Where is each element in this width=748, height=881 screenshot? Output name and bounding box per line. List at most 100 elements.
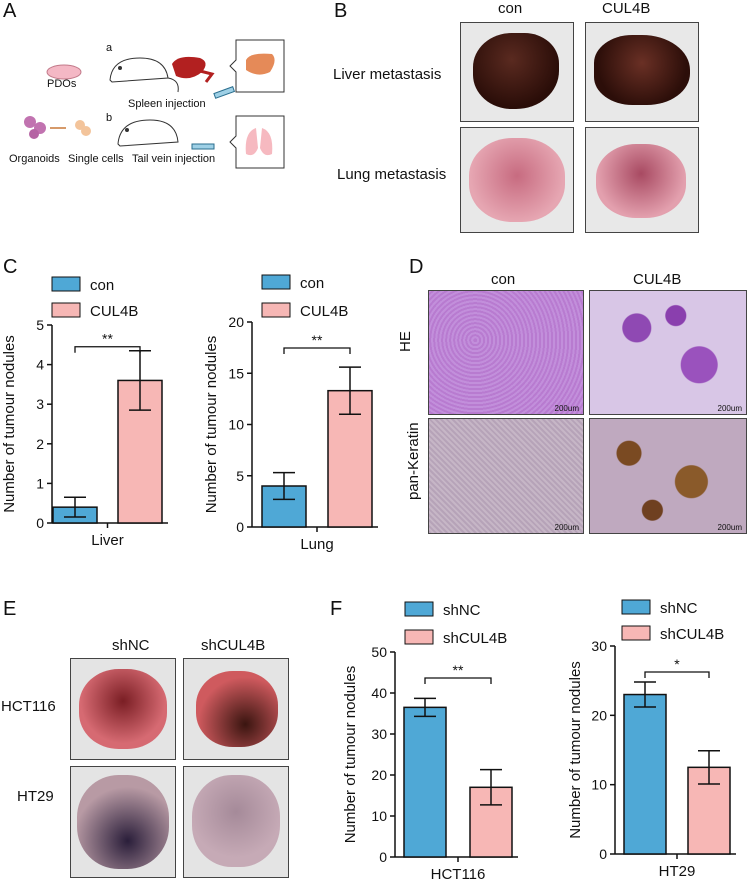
e-row-ht29: HT29 bbox=[17, 788, 54, 805]
legend-label: shNC bbox=[443, 602, 481, 619]
b-col-cul4b: CUL4B bbox=[602, 0, 651, 17]
chart-c-lung: con CUL4B 0 5 10 15 20 Lung Number of tumour nod… bbox=[203, 274, 378, 553]
significance-bracket bbox=[644, 671, 710, 678]
mouse-icon-b bbox=[117, 119, 179, 147]
e-ht29-shnc-photo bbox=[70, 766, 176, 878]
tail-vein-injection-label: Tail vein injection bbox=[132, 153, 216, 165]
panel-f-letter: F bbox=[330, 598, 343, 620]
x-axis-label: HCT116 bbox=[431, 866, 486, 881]
y-tick-label: 0 bbox=[379, 849, 387, 865]
scalebar-label: 200um bbox=[554, 523, 579, 532]
y-tick-label: 20 bbox=[228, 314, 244, 330]
y-tick-label: 10 bbox=[228, 417, 244, 433]
organoids-label: Organoids bbox=[9, 153, 60, 165]
route-b-label: b bbox=[106, 112, 113, 124]
panel-b-letter: B bbox=[334, 0, 348, 22]
y-tick-label: 0 bbox=[599, 846, 607, 862]
panel-a-letter: A bbox=[3, 0, 17, 22]
b-row-liver: Liver metastasis bbox=[333, 66, 442, 83]
panel-d-letter: D bbox=[409, 256, 424, 278]
syringe-icon-b bbox=[191, 143, 215, 150]
y-tick-label: 4 bbox=[36, 357, 44, 373]
significance-bracket bbox=[424, 677, 492, 684]
y-axis-label: Number of tumour nodules bbox=[1, 335, 18, 513]
b-row-lung: Lung metastasis bbox=[337, 166, 447, 183]
schematic-diagram bbox=[24, 39, 285, 169]
b-lung-cul4b-photo bbox=[585, 127, 699, 233]
petri-dish-icon bbox=[46, 64, 82, 80]
e-hct116-shcul4b-photo bbox=[183, 658, 289, 760]
scalebar-label: 200um bbox=[717, 404, 742, 413]
legend-label: con bbox=[90, 277, 114, 294]
legend-label: shCUL4B bbox=[443, 630, 507, 647]
single-cells-icon bbox=[75, 120, 91, 136]
y-axis-label: Number of tumour nodules bbox=[567, 661, 584, 839]
d-pk-cul4b-photo: 200um bbox=[589, 418, 747, 534]
legend-swatch bbox=[51, 276, 81, 292]
y-tick-label: 10 bbox=[371, 808, 387, 824]
panel-c-letter: C bbox=[3, 256, 18, 278]
spleen-injection-label: Spleen injection bbox=[128, 98, 206, 110]
d-row-he: HE bbox=[397, 331, 414, 352]
pdos-label: PDOs bbox=[47, 78, 77, 90]
legend-label: CUL4B bbox=[90, 303, 138, 320]
d-he-cul4b-photo: 200um bbox=[589, 290, 747, 415]
d-col-cul4b: CUL4B bbox=[633, 271, 682, 288]
d-he-con-photo: 200um bbox=[428, 290, 584, 415]
y-tick-label: 0 bbox=[36, 515, 44, 531]
y-tick-label: 5 bbox=[236, 468, 244, 484]
x-axis-label: HT29 bbox=[659, 863, 696, 880]
d-col-con: con bbox=[491, 271, 516, 288]
scalebar-label: 200um bbox=[717, 523, 742, 532]
e-col-shnc: shNC bbox=[112, 637, 150, 654]
legend-label: shNC bbox=[660, 600, 698, 617]
y-tick-label: 20 bbox=[591, 707, 607, 723]
e-ht29-shcul4b-photo bbox=[183, 766, 289, 878]
b-liver-con-photo bbox=[460, 22, 574, 122]
significance-label: ** bbox=[312, 332, 323, 348]
d-pk-con-photo: 200um bbox=[428, 418, 584, 534]
y-axis-label: Number of tumour nodules bbox=[203, 336, 220, 514]
syringe-icon-a bbox=[213, 86, 236, 99]
liver-callout-box bbox=[229, 39, 285, 93]
significance-bracket bbox=[283, 347, 351, 354]
b-liver-cul4b-photo bbox=[585, 22, 699, 122]
legend-label: con bbox=[300, 275, 324, 292]
lung-callout-box bbox=[229, 115, 285, 169]
y-tick-label: 40 bbox=[371, 685, 387, 701]
x-axis-label: Liver bbox=[91, 532, 124, 549]
y-tick-label: 20 bbox=[371, 767, 387, 783]
significance-bracket bbox=[74, 346, 141, 353]
liver-icon-a bbox=[172, 56, 215, 83]
y-tick-label: 1 bbox=[36, 475, 44, 491]
x-axis-label: Lung bbox=[300, 536, 333, 553]
legend-swatch bbox=[621, 625, 651, 641]
y-tick-label: 2 bbox=[36, 436, 44, 452]
legend-swatch bbox=[261, 274, 291, 290]
b-lung-con-photo bbox=[460, 127, 574, 233]
bar-shnc bbox=[403, 706, 447, 858]
mouse-icon-a bbox=[109, 57, 179, 93]
y-tick-label: 30 bbox=[371, 726, 387, 742]
y-tick-label: 10 bbox=[591, 777, 607, 793]
y-axis-label: Number of tumour nodules bbox=[342, 666, 359, 844]
d-row-pan-keratin: pan-Keratin bbox=[405, 422, 422, 500]
y-tick-label: 0 bbox=[236, 519, 244, 535]
legend-swatch bbox=[621, 599, 651, 615]
e-hct116-shnc-photo bbox=[70, 658, 176, 760]
scalebar-label: 200um bbox=[554, 404, 579, 413]
y-tick-label: 5 bbox=[36, 317, 44, 333]
legend-swatch bbox=[404, 601, 434, 617]
chart-c-liver: con CUL4B 0 1 2 3 4 5 Liver Number of tumour nodu… bbox=[1, 276, 168, 549]
significance-label: ** bbox=[453, 662, 464, 678]
y-tick-label: 50 bbox=[371, 644, 387, 660]
significance-label: ** bbox=[102, 331, 113, 347]
legend-swatch bbox=[404, 629, 434, 645]
panel-e-letter: E bbox=[3, 598, 17, 620]
y-tick-label: 15 bbox=[228, 365, 244, 381]
single-cells-label: Single cells bbox=[68, 153, 124, 165]
legend-label: shCUL4B bbox=[660, 626, 724, 643]
route-a-label: a bbox=[106, 42, 113, 54]
legend-swatch bbox=[261, 302, 291, 318]
chart-f-hct116: shNC shCUL4B 0 10 20 30 40 50 HCT116 Number of tu… bbox=[342, 601, 518, 881]
